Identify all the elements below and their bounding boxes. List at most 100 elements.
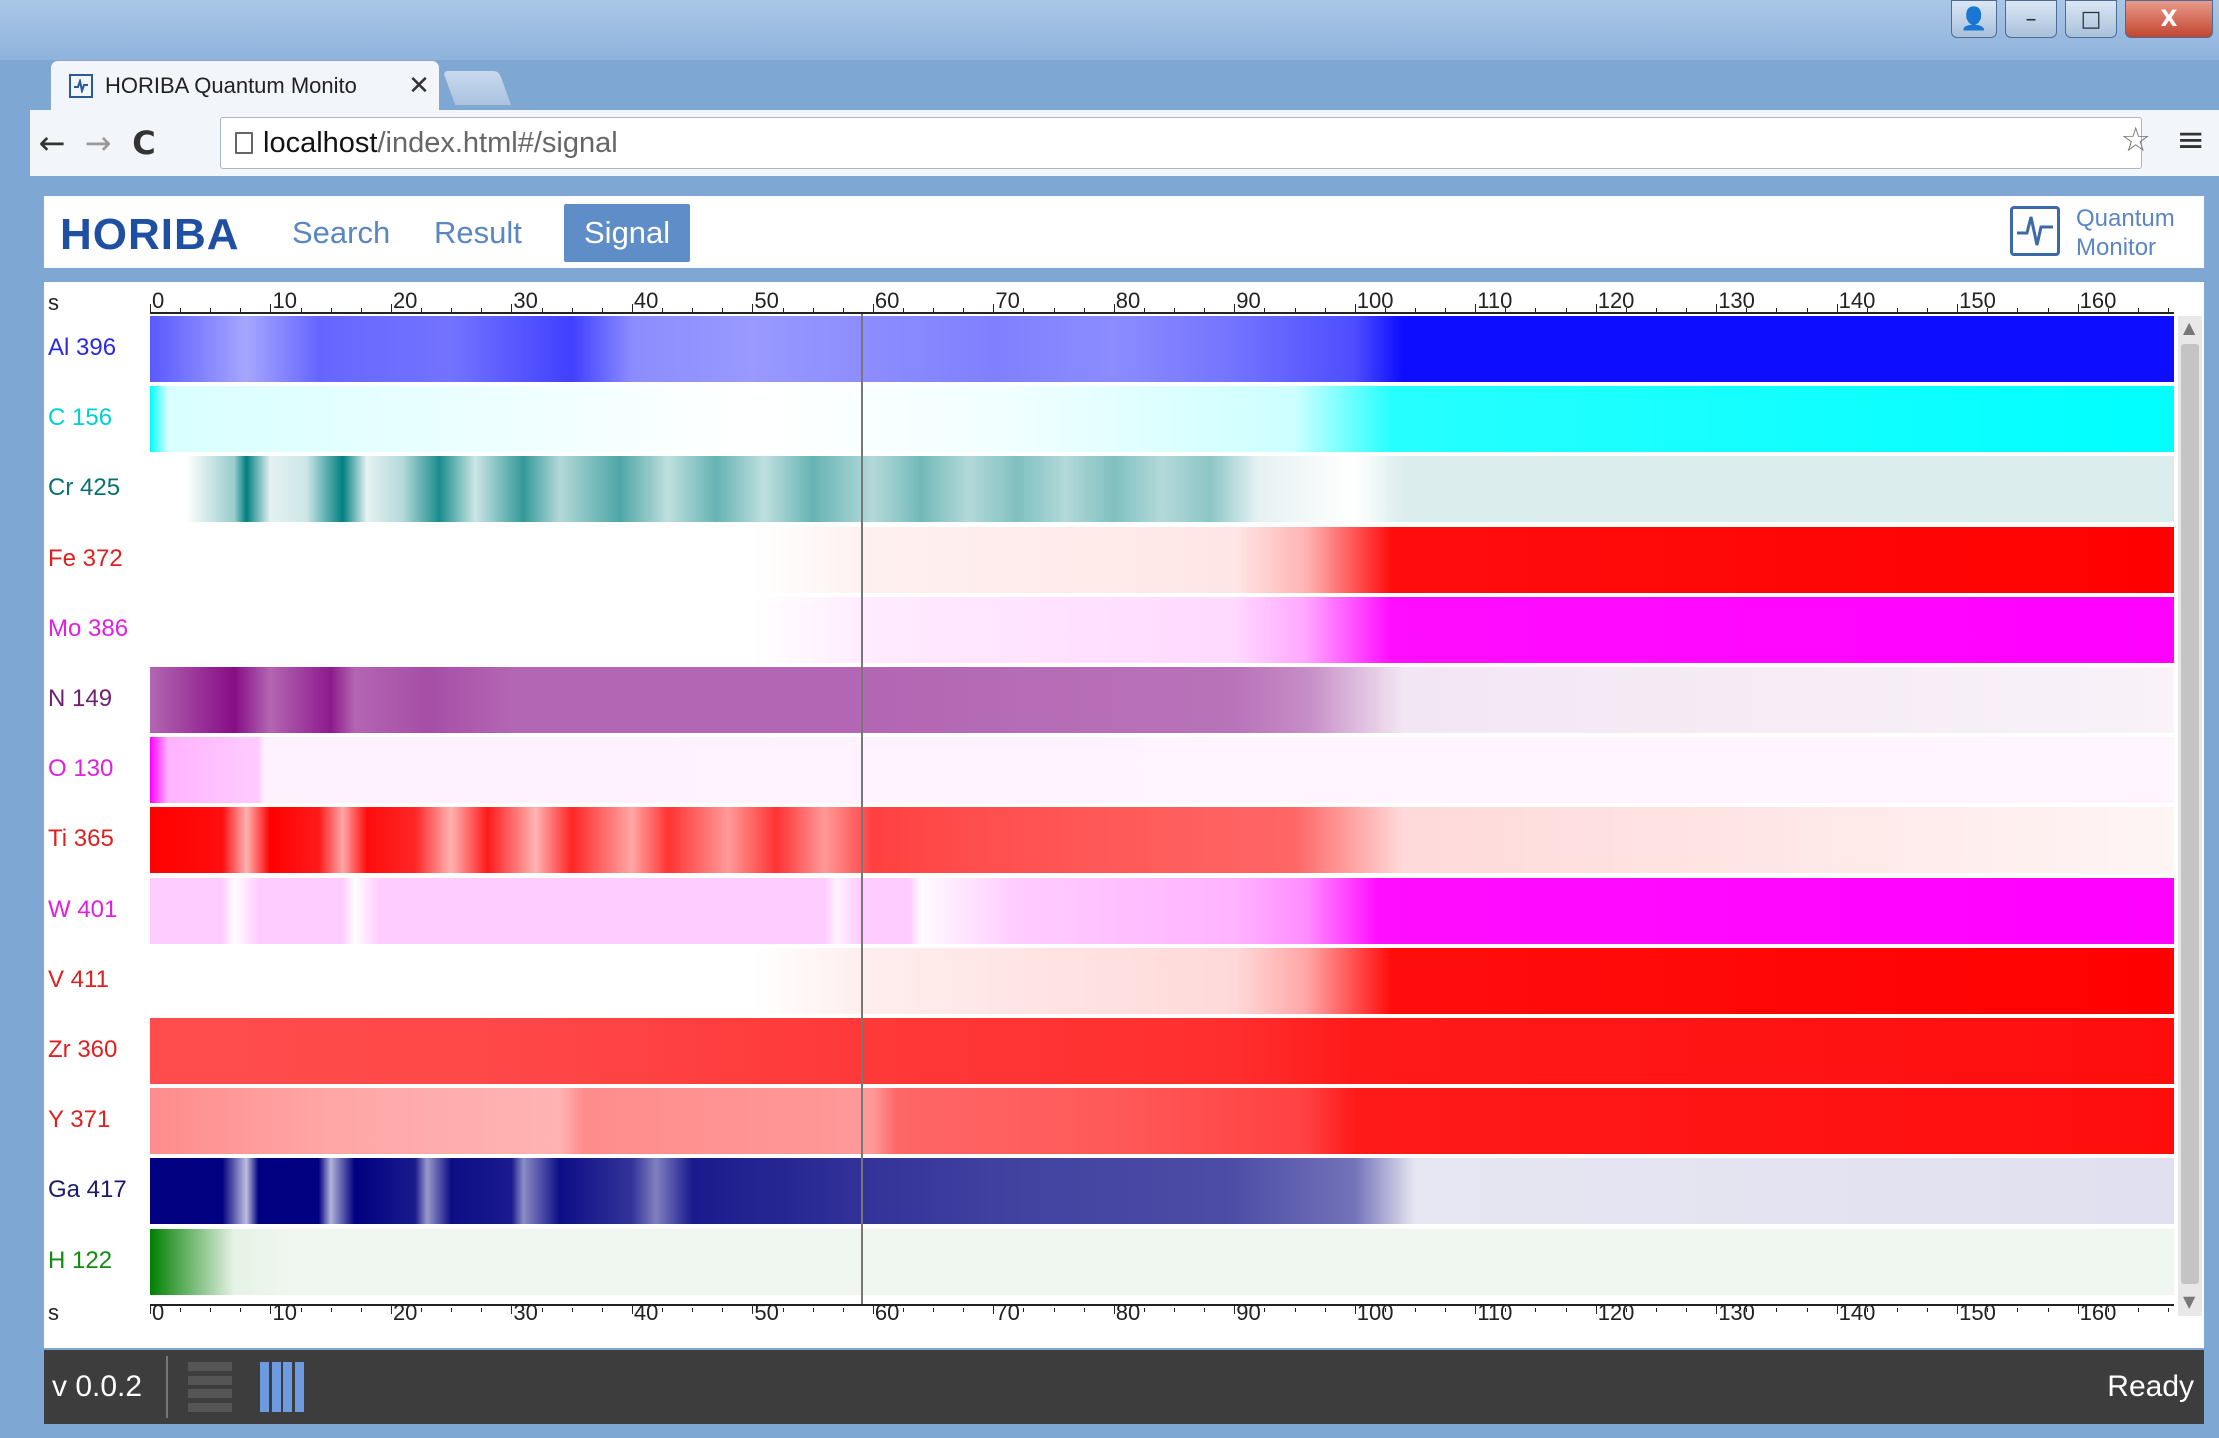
element-signal-band[interactable] [150,947,2174,1014]
axis-tick [1836,304,1838,314]
axis-minor-tick [2107,308,2109,312]
axis-tick-label: 50 [754,288,779,313]
bookmark-star-icon[interactable]: ☆ [2120,120,2151,160]
axis-minor-tick [2137,1308,2139,1312]
scroll-thumb[interactable] [2181,344,2199,1284]
element-row-label[interactable]: V 411 [48,965,109,993]
element-signal-band[interactable] [150,877,2174,944]
time-cursor[interactable] [860,314,863,1304]
forward-button[interactable]: → [84,124,112,162]
axis-tick-label: 120 [1597,1300,1635,1325]
tab-title: HORIBA Quantum Monito [105,73,357,98]
axis-tick [1354,304,1356,314]
tab-close-icon[interactable]: ✕ [408,71,430,101]
axis-tick [631,304,633,314]
element-row-label[interactable]: N 149 [48,685,113,712]
axis-tick-label: 150 [1959,288,1996,313]
axis-minor-tick [210,308,212,312]
axis-minor-tick [1806,1308,1808,1312]
element-row-label[interactable]: Ti 365 [48,825,114,853]
browser-menu-icon[interactable]: ≡ [2176,120,2206,160]
bottom-axis-unit: s [48,1300,59,1325]
reload-button[interactable]: C [132,124,156,162]
element-row-label[interactable]: Mo 386 [48,614,129,642]
axis-minor-tick [1866,1308,1868,1312]
element-signal-band[interactable] [150,1158,2174,1225]
app-header: HORIBA Search Result Signal Quantum Moni… [44,196,2204,268]
element-row-label[interactable]: Al 396 [48,334,117,361]
axis-minor-tick [541,308,543,312]
product-name: Quantum Monitor [2076,204,2175,262]
axis-tick-label: 100 [1356,1300,1394,1325]
axis-minor-tick [571,1308,573,1312]
axis-minor-tick [902,308,904,312]
axis-minor-tick [451,1308,453,1312]
element-signal-band[interactable] [150,667,2174,733]
axis-tick [1716,304,1718,314]
element-signal-band[interactable] [150,526,2174,593]
axis-minor-tick [1896,308,1898,312]
element-row-label[interactable]: Cr 425 [48,474,121,502]
axis-tick [1354,1304,1356,1314]
scroll-up-icon[interactable]: ▲ [2183,318,2196,337]
scroll-down-icon[interactable]: ▼ [2183,1292,2196,1311]
axis-minor-tick [1987,1308,1989,1312]
axis-tick-label: 90 [1236,288,1261,313]
profile-icon[interactable]: 👤 [1951,0,1997,38]
back-button[interactable]: ← [38,124,66,162]
axis-minor-tick [662,1308,664,1312]
nav-signal[interactable]: Signal [564,204,691,262]
axis-minor-tick [1896,1308,1898,1312]
element-signal-band[interactable] [150,386,2174,453]
rows-view-icon[interactable] [188,1362,232,1412]
axis-tick [390,1304,392,1314]
columns-view-icon[interactable] [260,1362,304,1412]
new-tab-button[interactable] [441,70,513,106]
axis-minor-tick [722,1308,724,1312]
vertical-scrollbar[interactable]: ▲ ▼ [2178,316,2202,1316]
element-signal-band[interactable] [150,737,2174,804]
minimize-button[interactable]: – [2005,0,2057,38]
axis-minor-tick [1324,1308,1326,1312]
axis-tick-label: 140 [1838,288,1876,313]
axis-minor-tick [421,308,423,312]
nav-search[interactable]: Search [292,215,391,250]
element-signal-band[interactable] [150,1228,2174,1295]
element-row-label[interactable]: Y 371 [48,1106,111,1134]
product-name-line1: Quantum [2076,205,2175,232]
close-window-button[interactable]: X [2125,0,2213,38]
bottom-axis-line [150,1304,2174,1306]
element-row-label[interactable]: Ga 417 [48,1176,127,1204]
element-signal-band[interactable] [150,316,2174,382]
axis-minor-tick [330,1308,332,1312]
element-row-label[interactable]: Zr 360 [48,1036,118,1063]
top-axis-unit: s [48,290,59,315]
axis-minor-tick [1625,1308,1627,1312]
element-row-label[interactable]: H 122 [48,1246,113,1274]
axis-minor-tick [330,308,332,312]
element-row-label[interactable]: C 156 [48,404,113,432]
element-signal-band[interactable] [150,1018,2174,1084]
axis-tick-label: 60 [874,288,900,313]
axis-tick-label: 130 [1718,1300,1755,1325]
axis-tick-label: 150 [1959,1300,1996,1325]
browser-tab[interactable]: HORIBA Quantum Monito ✕ [50,60,440,111]
element-signal-band[interactable] [150,596,2174,663]
signal-panel: s s 0 10 20 30 40 50 60 70 80 90 100 110 120 130 140 15… [44,282,2204,1348]
axis-minor-tick [180,1308,182,1312]
element-row-label[interactable]: O 130 [48,755,114,783]
horiba-logo[interactable]: HORIBA [60,210,240,259]
element-signal-band[interactable] [150,456,2174,523]
axis-tick-label: 20 [392,288,418,313]
element-signal-band[interactable] [150,807,2174,874]
maximize-button[interactable]: □ [2065,0,2117,38]
axis-minor-tick [1023,1308,1025,1312]
axis-minor-tick [1535,308,1537,312]
element-row-label[interactable]: Fe 372 [48,544,123,572]
axis-minor-tick [2047,308,2049,312]
element-signal-band[interactable] [150,1088,2174,1155]
nav-result[interactable]: Result [434,215,522,250]
address-bar[interactable]: localhost/index.html#/signal [220,117,2142,169]
element-row-label[interactable]: W 401 [48,895,118,923]
axis-tick-label: 160 [2079,1300,2117,1325]
